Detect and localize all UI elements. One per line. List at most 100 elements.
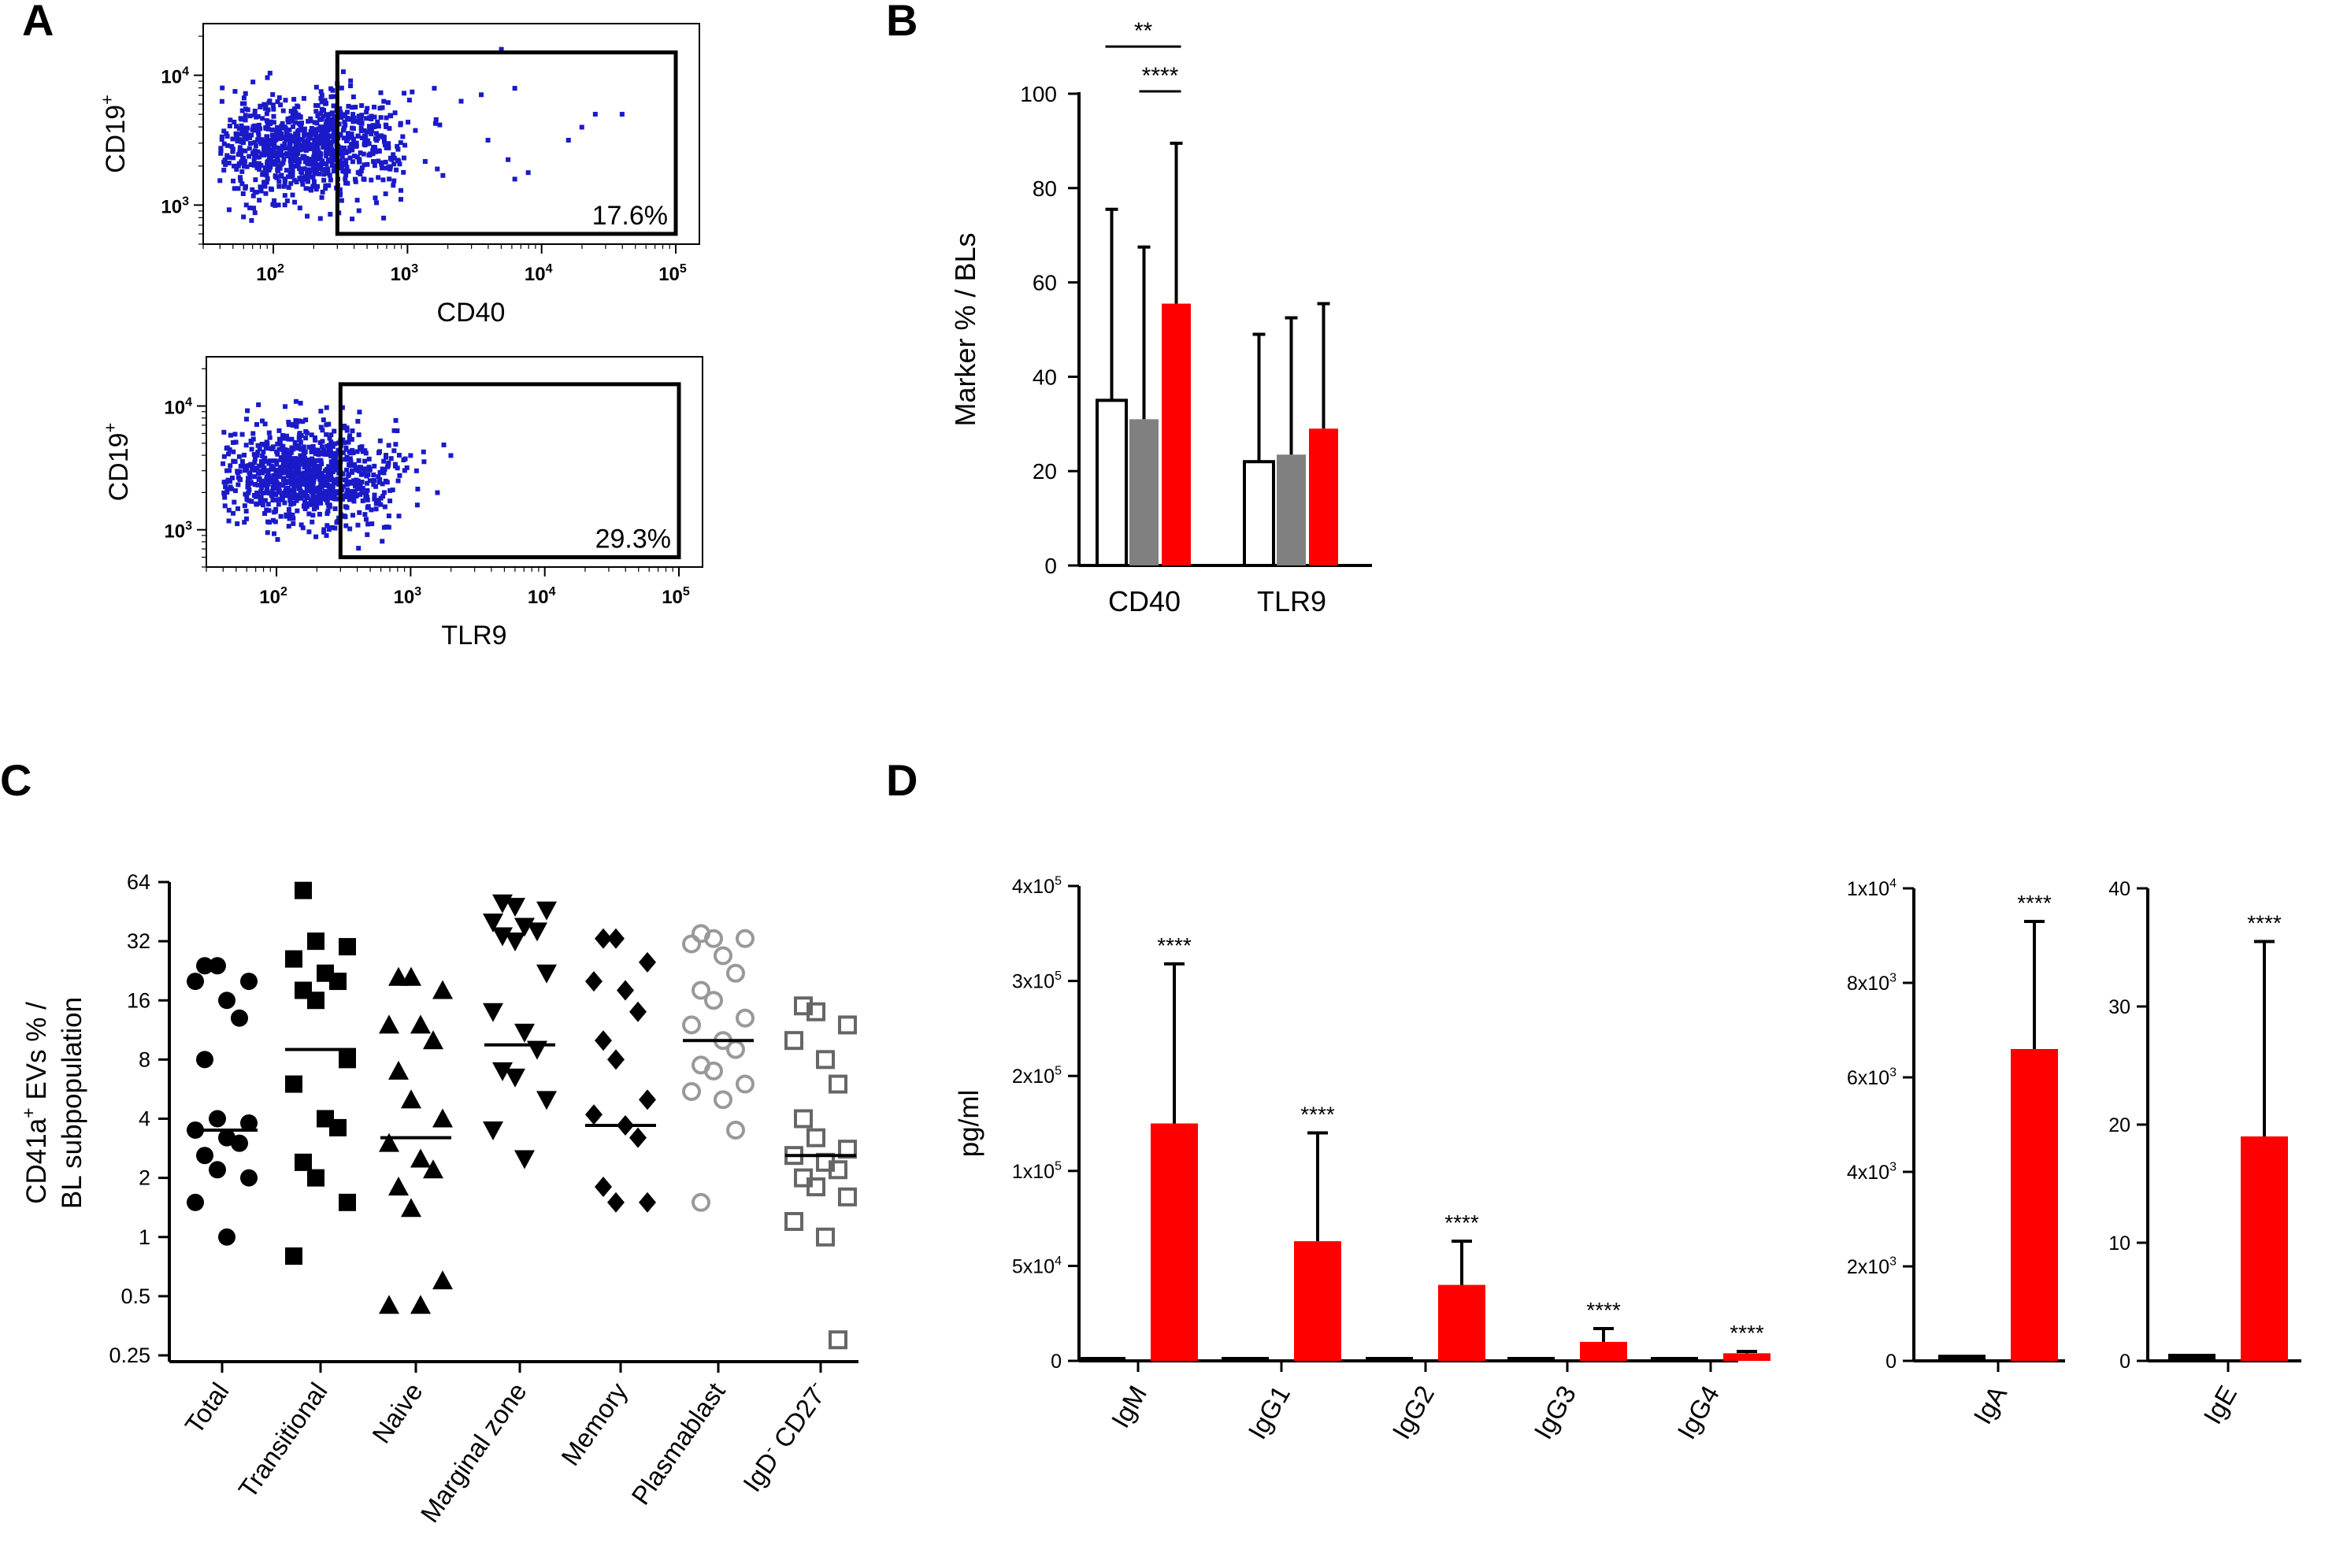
event-dot <box>260 418 265 424</box>
y-tick-label-base: 4x10 <box>1012 876 1055 898</box>
event-dot <box>311 506 317 512</box>
event-dot <box>221 480 227 485</box>
event-dot <box>332 441 338 447</box>
event-dot <box>392 110 398 116</box>
event-dot <box>388 113 394 119</box>
event-dot <box>278 102 284 108</box>
event-dot <box>391 428 397 433</box>
event-dot <box>324 432 329 437</box>
event-dot <box>395 428 400 433</box>
category-label-group: IgG2 <box>1386 1381 1440 1444</box>
event-dot <box>381 470 387 476</box>
event-dot <box>381 490 387 495</box>
event-dot <box>362 133 368 139</box>
event-dot <box>225 143 231 148</box>
event-dot <box>258 162 264 168</box>
y-tick-label-sup: 5 <box>1055 875 1062 888</box>
data-point <box>388 1177 409 1196</box>
event-dot <box>292 199 298 205</box>
event-dot <box>316 447 321 453</box>
event-dot <box>281 157 287 162</box>
y-axis-label-group: CD19+ <box>101 423 134 502</box>
event-dot <box>338 109 343 115</box>
event-dot <box>264 134 269 139</box>
event-dot <box>238 477 243 483</box>
event-dot <box>328 495 333 500</box>
event-dot <box>402 91 407 96</box>
event-dot <box>282 141 287 146</box>
event-dot <box>396 513 402 519</box>
event-dot <box>244 516 250 521</box>
event-dot <box>312 139 317 145</box>
event-dot <box>384 115 389 120</box>
data-point <box>704 929 723 948</box>
event-dot <box>265 107 271 113</box>
y-tick-label: 0 <box>1885 1351 1897 1373</box>
y-tick-label: 8 <box>139 1047 150 1071</box>
panel-label-d: D <box>886 755 918 805</box>
event-dot <box>331 495 336 501</box>
event-dot <box>279 493 284 499</box>
event-dot <box>288 115 294 120</box>
event-dot <box>239 108 245 113</box>
event-dot <box>304 430 310 436</box>
event-dot <box>366 456 372 462</box>
event-dot <box>302 455 308 461</box>
event-dot <box>319 92 324 98</box>
event-dot <box>347 436 352 441</box>
category-label-group: Plasmablast <box>625 1377 730 1510</box>
event-dot <box>297 486 302 491</box>
event-dot <box>306 444 312 450</box>
y-tick-label: 2 <box>139 1166 150 1190</box>
event-dot <box>241 125 247 131</box>
event-dot <box>343 138 349 143</box>
event-dot <box>238 463 243 469</box>
x-axis-label: TLR9 <box>441 621 506 651</box>
data-point <box>432 980 453 999</box>
event-dot <box>350 513 356 518</box>
event-dot <box>397 473 402 478</box>
event-dot <box>320 439 325 444</box>
significance-label: **** <box>2247 911 2282 936</box>
event-dot <box>265 75 270 80</box>
event-dot <box>273 173 278 179</box>
event-dot <box>274 462 280 467</box>
event-dot <box>320 135 325 141</box>
event-dot <box>341 161 347 167</box>
bar-control <box>1366 1357 1413 1361</box>
event-dot <box>315 113 321 119</box>
event-dot <box>371 472 376 477</box>
event-dot <box>362 142 367 147</box>
event-dot <box>320 189 325 195</box>
event-dot <box>402 456 408 462</box>
data-point <box>285 1247 302 1265</box>
event-dot <box>302 131 307 136</box>
event-dot <box>384 453 389 458</box>
data-point <box>607 1192 625 1213</box>
event-dot <box>354 465 359 471</box>
event-dot <box>348 480 354 486</box>
event-dot <box>386 460 391 465</box>
event-dot <box>356 432 362 438</box>
event-dot <box>295 104 301 109</box>
event-dot <box>351 115 357 120</box>
data-point <box>816 1050 835 1069</box>
event-dot <box>297 495 302 500</box>
event-dot <box>306 467 312 473</box>
event-dot <box>255 130 261 135</box>
event-dot <box>236 126 242 132</box>
event-dot <box>413 468 419 473</box>
event-dot <box>565 137 571 143</box>
event-dot <box>286 120 291 125</box>
event-dot <box>310 443 316 449</box>
category-label: IgD- CD27- <box>735 1376 832 1497</box>
event-dot <box>329 154 335 159</box>
event-dot <box>275 167 280 172</box>
event-dot <box>221 429 227 435</box>
event-dot <box>316 491 321 497</box>
event-dot <box>336 450 341 456</box>
event-dot <box>293 398 298 404</box>
event-dot <box>361 151 366 157</box>
event-dot <box>290 158 295 164</box>
data-point <box>736 1008 755 1028</box>
